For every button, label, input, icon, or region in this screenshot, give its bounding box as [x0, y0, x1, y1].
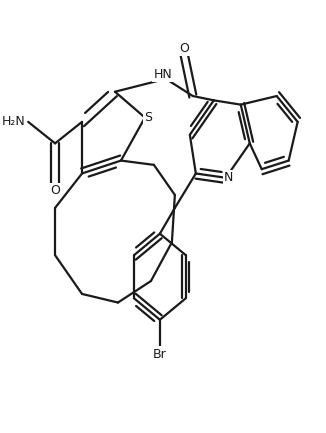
- Text: S: S: [144, 111, 152, 124]
- Text: Br: Br: [153, 348, 167, 361]
- Text: HN: HN: [154, 68, 172, 81]
- Text: O: O: [50, 184, 60, 197]
- Text: O: O: [179, 42, 189, 55]
- Text: H₂N: H₂N: [1, 115, 25, 128]
- Text: N: N: [224, 171, 233, 184]
